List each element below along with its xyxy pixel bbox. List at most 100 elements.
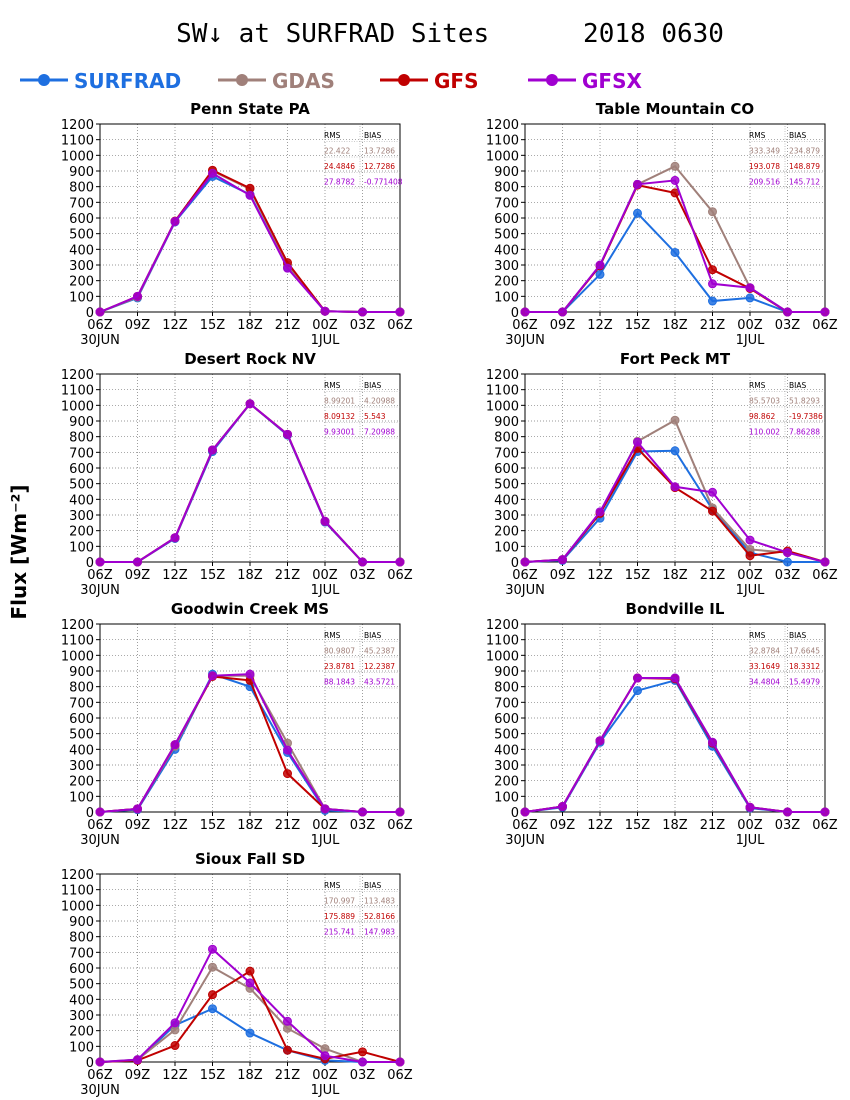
x-date-label: 1JUL [311,583,341,598]
x-tick-label: 21Z [275,818,301,833]
series-gdas [520,673,830,817]
x-tick-label: 18Z [662,818,688,833]
data-point [358,307,367,317]
data-point [133,291,142,301]
y-tick-label: 700 [494,196,519,211]
stats-bias-value: 51.8293 [789,397,820,406]
y-tick-label: 1100 [486,384,519,399]
x-tick-label: 09Z [125,568,151,583]
x-tick-label: 06Z [812,318,838,333]
data-point [708,265,717,275]
x-date-label: 1JUL [736,333,766,348]
x-tick-label: 12Z [587,318,613,333]
y-tick-label: 800 [69,181,94,196]
data-point [520,557,530,567]
panel-table-mountain-co: Table Mountain CO 01002003004005006007008… [486,100,838,348]
data-point [245,669,255,679]
data-point [820,307,830,317]
y-tick-label: 1200 [61,118,94,133]
y-tick-label: 500 [69,728,94,743]
y-tick-label: 300 [69,509,94,524]
panel-title: Table Mountain CO [596,100,754,118]
x-tick-label: 21Z [275,568,301,583]
series-gfsx [95,669,405,817]
stats-bias-value: 5.543 [364,412,386,421]
y-tick-label: 600 [69,712,94,727]
data-point [520,807,530,817]
data-point [708,487,717,497]
y-tick-label: 0 [86,1056,94,1071]
data-point [283,1016,292,1026]
series-gfs [520,443,830,567]
y-tick-label: 600 [69,962,94,977]
y-tick-label: 500 [494,228,519,243]
data-point [558,307,567,317]
x-tick-label: 00Z [737,318,763,333]
stats-rms-value: 215.741 [324,928,355,937]
data-point [783,548,792,558]
x-tick-label: 15Z [625,318,651,333]
x-tick-label: 18Z [662,318,688,333]
y-axis-label: Flux [Wm⁻²] [7,484,31,619]
x-date-label: 30JUN [80,583,120,598]
series-gfsx [520,175,830,317]
data-point [245,399,255,409]
data-point [670,673,680,683]
x-tick-label: 12Z [162,568,188,583]
data-point [133,804,142,814]
y-tick-label: 200 [69,525,94,540]
data-point [395,807,405,817]
y-tick-label: 1200 [486,118,519,133]
stats-table: RMS BIAS 32.8784 17.6645 33.1649 18.3312 34.48… [749,626,825,689]
y-tick-label: 1200 [61,868,94,883]
x-tick-label: 12Z [162,318,188,333]
x-tick-label: 06Z [387,568,413,583]
y-tick-label: 1200 [61,618,94,633]
stats-rms-value: 22.422 [324,147,350,156]
y-tick-label: 0 [511,306,519,321]
legend-marker [546,74,558,86]
y-tick-label: 800 [69,431,94,446]
data-point [633,673,642,683]
y-tick-label: 400 [69,993,94,1008]
y-tick-label: 800 [494,681,519,696]
data-point [133,557,142,567]
data-point [283,769,292,779]
data-point [708,506,717,516]
x-tick-label: 18Z [237,1068,263,1083]
x-tick-label: 21Z [700,818,726,833]
panel-bondville-il: Bondville IL 0100200300400500600700800900… [486,600,838,848]
x-tick-label: 15Z [625,568,651,583]
y-tick-label: 300 [69,259,94,274]
x-tick-label: 15Z [625,818,651,833]
legend: SURFRAD GDAS GFS GFSX [20,69,642,93]
data-point [745,551,755,561]
x-date-label: 30JUN [505,833,545,848]
data-point [670,482,680,492]
stats-header-bias: BIAS [364,381,381,390]
data-point [208,168,217,178]
x-tick-label: 12Z [162,818,188,833]
x-tick-label: 06Z [512,318,538,333]
x-tick-label: 15Z [200,568,226,583]
x-tick-label: 12Z [587,568,613,583]
y-tick-label: 200 [494,275,519,290]
stats-header-rms: RMS [749,631,766,640]
y-tick-label: 800 [69,681,94,696]
y-tick-label: 500 [69,478,94,493]
stats-bias-value: 145.712 [789,178,820,187]
stats-bias-value: -0.771408 [364,178,403,187]
data-point [358,1057,367,1067]
stats-header-rms: RMS [749,381,766,390]
data-point [783,807,792,817]
data-point [283,263,292,273]
x-tick-label: 00Z [312,318,338,333]
stats-rms-value: 32.8784 [749,647,780,656]
y-tick-label: 1200 [486,368,519,383]
data-point [320,1051,330,1061]
data-point [170,216,180,226]
y-tick-label: 1000 [61,399,94,414]
y-tick-label: 100 [69,790,94,805]
x-tick-label: 18Z [237,318,263,333]
y-tick-label: 300 [494,509,519,524]
